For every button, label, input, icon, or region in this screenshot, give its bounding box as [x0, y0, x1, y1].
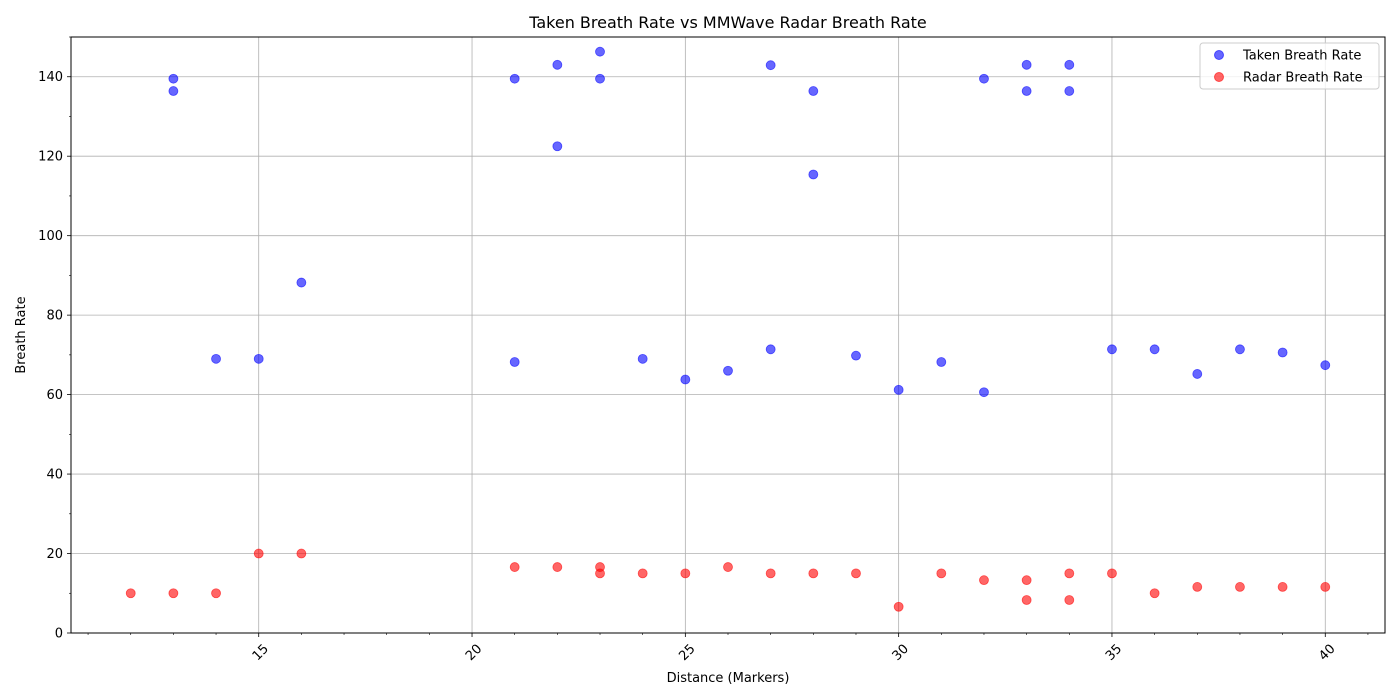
legend-label-radar: Radar Breath Rate: [1243, 71, 1363, 86]
radar-breath-point: [211, 588, 221, 599]
grid: [71, 37, 1385, 634]
taken-breath-point: [1235, 344, 1245, 355]
radar-breath-point: [637, 568, 648, 579]
taken-breath-point: [936, 357, 947, 367]
taken-breath-point: [1021, 86, 1032, 96]
radar-breath-point: [1064, 568, 1075, 579]
taken-breath-point: [168, 73, 179, 84]
taken-breath-point: [765, 344, 776, 355]
y-tick-label: 80: [46, 309, 63, 324]
legend-label-taken: Taken Breath Rate: [1242, 49, 1361, 64]
y-tick-label: 40: [46, 468, 63, 483]
y-axis-title: Breath Rate: [14, 296, 29, 373]
taken-breath-point: [893, 384, 904, 395]
radar-breath-point: [851, 568, 861, 579]
radar-breath-point: [253, 548, 264, 559]
y-tick-label: 100: [38, 229, 63, 244]
taken-breath-point: [1277, 347, 1288, 358]
y-tick-label: 20: [46, 547, 63, 562]
radar-breath-point: [1277, 582, 1288, 592]
taken-breath-point: [637, 353, 648, 364]
radar-breath-point: [595, 568, 605, 579]
taken-breath-point: [253, 353, 264, 364]
taken-breath-point: [168, 86, 179, 96]
taken-breath-point: [765, 60, 776, 71]
radar-breath-point: [168, 588, 179, 599]
taken-breath-point: [1064, 86, 1075, 96]
taken-breath-point: [509, 73, 520, 84]
radar-breath-point: [1149, 588, 1160, 599]
radar-breath-point: [509, 562, 520, 572]
radar-breath-point: [1107, 568, 1117, 579]
taken-breath-point: [1149, 344, 1160, 355]
radar-breath-point: [1192, 582, 1203, 592]
taken-breath-point: [979, 387, 989, 398]
y-tick-label: 120: [38, 150, 63, 165]
y-tick-label: 0: [55, 627, 63, 642]
chart-title: Taken Breath Rate vs MMWave Radar Breath…: [528, 13, 927, 32]
y-tick-label: 140: [38, 70, 63, 85]
radar-breath-point: [893, 601, 904, 612]
taken-breath-point: [979, 73, 989, 84]
radar-breath-point: [808, 568, 819, 579]
radar-breath-point: [296, 548, 307, 559]
radar-breath-point: [723, 562, 733, 572]
radar-breath-point: [979, 575, 989, 586]
taken-breath-point: [552, 59, 563, 70]
taken-breath-point: [1320, 360, 1331, 371]
taken-breath-point: [211, 353, 221, 364]
taken-breath-point: [1107, 344, 1117, 355]
taken-breath-point: [1021, 59, 1032, 70]
taken-breath-point: [808, 169, 819, 180]
taken-breath-point: [595, 46, 605, 57]
y-tick-label: 60: [46, 388, 63, 403]
taken-breath-point: [680, 374, 691, 385]
taken-breath-point: [1064, 59, 1075, 70]
legend-marker-radar: [1214, 72, 1224, 82]
radar-breath-point: [552, 562, 563, 572]
legend: Taken Breath Rate Radar Breath Rate: [1199, 42, 1380, 90]
radar-breath-point: [125, 588, 136, 599]
legend-marker-taken: [1214, 50, 1224, 60]
legend-box: [1199, 42, 1380, 90]
radar-breath-point: [1064, 595, 1075, 605]
taken-breath-point: [808, 86, 819, 96]
x-axis-title: Distance (Markers): [667, 671, 790, 686]
taken-breath-point: [851, 350, 861, 361]
data-points: [125, 46, 1331, 612]
taken-breath-point: [1192, 369, 1203, 379]
taken-breath-point: [723, 365, 733, 376]
taken-breath-point: [552, 141, 563, 152]
taken-breath-point: [509, 357, 520, 367]
radar-breath-point: [1021, 575, 1032, 586]
radar-breath-point: [1235, 582, 1245, 592]
radar-breath-point: [936, 568, 947, 579]
radar-breath-point: [765, 568, 776, 579]
radar-breath-point: [680, 568, 691, 579]
taken-breath-point: [296, 277, 307, 288]
radar-breath-point: [1021, 595, 1032, 605]
taken-breath-point: [595, 73, 605, 84]
radar-breath-point: [1320, 582, 1331, 592]
